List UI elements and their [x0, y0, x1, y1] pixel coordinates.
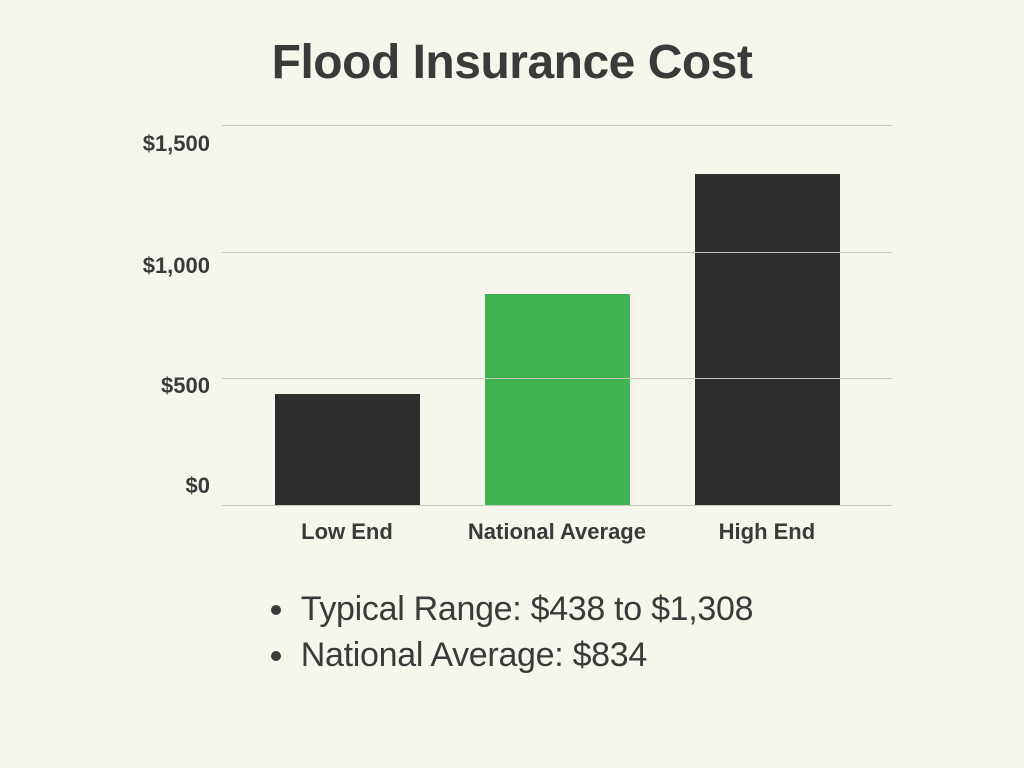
summary-bullets: Typical Range: $438 to $1,308 National A… [271, 587, 754, 679]
plot-area [222, 125, 892, 505]
y-tick-label: $1,000 [143, 255, 210, 277]
y-tick-label: $500 [161, 375, 210, 397]
y-tick-label: $1,500 [143, 133, 210, 155]
bullet-typical-range: Typical Range: $438 to $1,308 [271, 587, 754, 633]
chart-area: $1,500 $1,000 $500 $0 [132, 125, 892, 505]
bar-wrapper-high [662, 125, 872, 505]
gridline [222, 505, 892, 506]
chart-container: $1,500 $1,000 $500 $0 Low End National A… [132, 125, 892, 545]
y-axis: $1,500 $1,000 $500 $0 [132, 125, 222, 505]
bar-high-end [695, 174, 840, 505]
x-label: Low End [242, 505, 452, 545]
bullet-national-average: National Average: $834 [271, 633, 754, 679]
bar-wrapper-low [242, 125, 452, 505]
bar-wrapper-avg [452, 125, 662, 505]
x-axis-labels: Low End National Average High End [222, 505, 892, 545]
y-tick-label: $0 [186, 475, 210, 497]
chart-title: Flood Insurance Cost [272, 35, 753, 90]
x-label: High End [662, 505, 872, 545]
bar-national-average [485, 294, 630, 505]
gridline [222, 378, 892, 379]
bar-low-end [275, 394, 420, 505]
gridline [222, 252, 892, 253]
gridline [222, 125, 892, 126]
x-label: National Average [452, 505, 662, 545]
